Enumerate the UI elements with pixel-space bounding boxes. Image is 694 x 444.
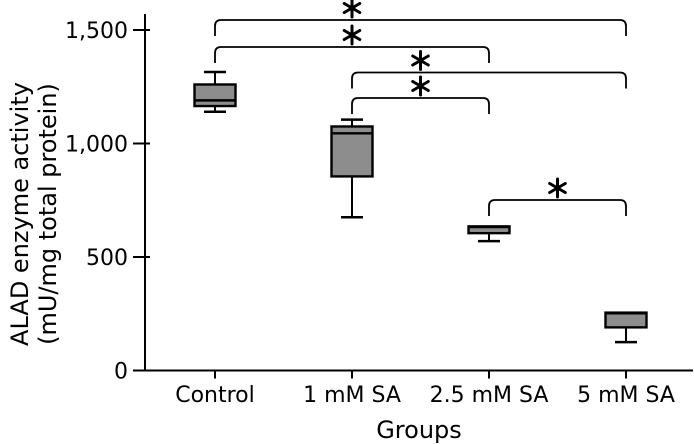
- box-5-mm-sa: [604, 311, 648, 329]
- x-tick-label-control: Control: [175, 383, 255, 408]
- significance-asterisk-2-5-mm-sa-vs-5-mm-sa: [548, 177, 567, 199]
- significance-asterisk-1-mm-sa-vs-5-mm-sa: [411, 50, 430, 71]
- x-tick-label-2-5-mm-sa: 2.5 mM SA: [430, 383, 549, 408]
- x-tick-label-1-mm-sa: 1 mM SA: [303, 383, 401, 408]
- asterisk-arm: [411, 54, 430, 67]
- significance-bracket-2-5-mm-sa-vs-5-mm-sa: [488, 199, 627, 216]
- box-control: [193, 83, 237, 108]
- box-1-mm-sa: [330, 125, 374, 178]
- y-tick-label-0: 0: [114, 360, 128, 385]
- y-axis-title-line-2: (mU/mg total protein): [34, 83, 62, 345]
- significance-asterisk-1-mm-sa-vs-2-5-mm-sa: [411, 75, 430, 97]
- y-axis-title-line-1: ALAD enzyme activity: [6, 82, 34, 346]
- y-tick-label-1-000: 1,000: [65, 133, 128, 158]
- y-tick-label-1-500: 1,500: [65, 19, 128, 44]
- asterisk-arm: [411, 80, 430, 92]
- y-tick-label-500: 500: [86, 246, 128, 271]
- significance-asterisk-control-vs-2-5-mm-sa: [342, 24, 362, 46]
- significance-asterisk-control-vs-5-mm-sa: [342, 0, 362, 19]
- significance-bracket-1-mm-sa-vs-2-5-mm-sa: [351, 97, 490, 114]
- asterisk-arm: [342, 29, 362, 41]
- significance-bracket-control-vs-2-5-mm-sa: [214, 46, 490, 63]
- significance-bracket-control-vs-5-mm-sa: [214, 19, 627, 36]
- asterisk-arm: [342, 2, 362, 14]
- x-axis-title: Groups: [376, 416, 462, 444]
- asterisk-arm: [548, 182, 567, 194]
- significance-bracket-1-mm-sa-vs-5-mm-sa: [351, 71, 627, 89]
- x-tick-label-5-mm-sa: 5 mM SA: [577, 383, 675, 408]
